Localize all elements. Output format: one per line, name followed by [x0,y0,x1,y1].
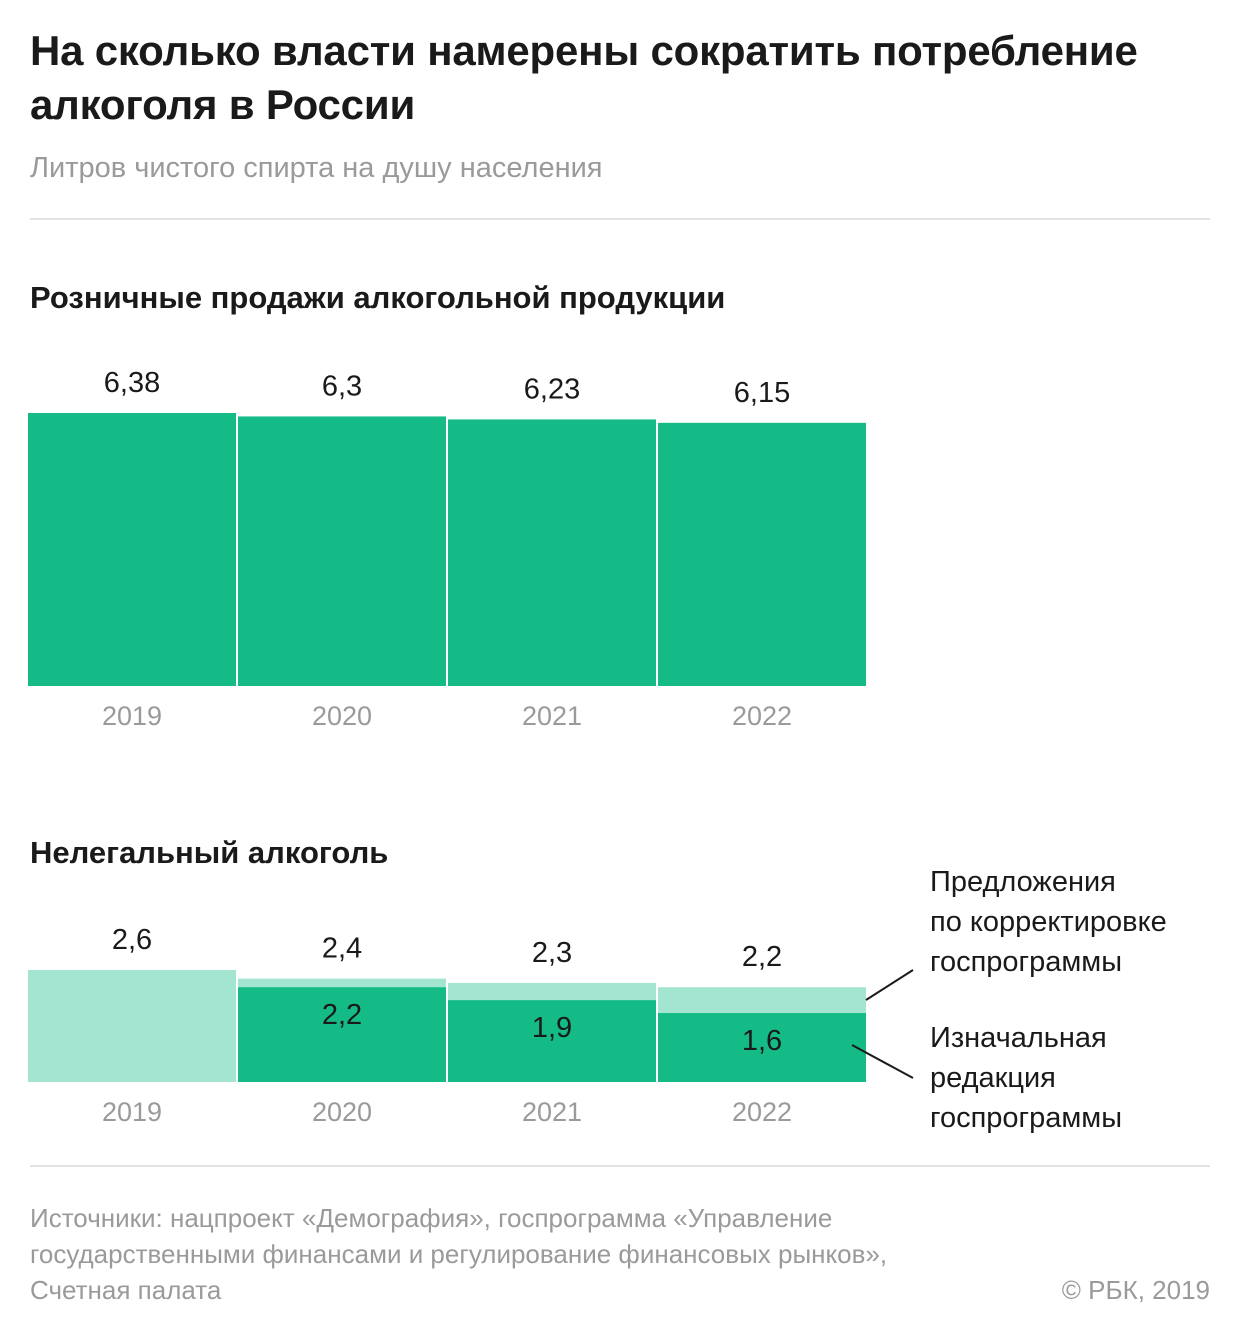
legend-original-leader [851,1044,914,1079]
legend-original-line: редакция [930,1062,1056,1094]
legend-original-line: госпрограммы [930,1102,1122,1134]
retail-value-label-2021: 6,23 [524,373,580,405]
retail-section-title: Розничные продажи алкогольной продукции [30,280,726,315]
retail-sales-chart: 6,38 2019 6,3 2020 6,23 2021 6,15 2022 [28,367,866,731]
retail-bar-2022 [658,422,866,686]
illegal-original-value-2020: 2,2 [322,999,362,1031]
illegal-year-label-2021: 2021 [522,1097,582,1127]
retail-bar-2019 [28,413,236,686]
illegal-proposal-bar-2019 [28,970,236,1082]
illegal-year-label-2019: 2019 [102,1097,162,1127]
illegal-proposal-value-2020: 2,4 [322,933,362,965]
illegal-original-bar-2020 [238,987,446,1082]
illegal-original-bar-2022 [658,1013,866,1082]
chart-subtitle: Литров чистого спирта на душу населения [30,152,603,184]
legend-original-line: Изначальная [930,1022,1107,1054]
illegal-year-label-2020: 2020 [312,1097,372,1127]
source-note: Источники: нацпроект «Демография», госпр… [30,1203,888,1305]
illegal-original-bar-2021 [448,1000,656,1082]
illegal-proposal-value-2019: 2,6 [112,924,152,956]
illegal-alcohol-chart: 2,6 2019 2,4 2,2 2020 2,3 1,9 2021 2,2 1,6 2022 Пре… [28,866,1167,1134]
illegal-proposal-value-2021: 2,3 [532,937,572,969]
legend-proposals-line: по корректировке [930,906,1167,938]
copyright: © РБК, 2019 [1061,1275,1210,1305]
retail-value-label-2022: 6,15 [734,377,790,409]
top-divider [30,218,1210,220]
legend-proposals-line: Предложения [930,866,1116,898]
retail-bar-2020 [238,416,446,686]
retail-year-label-2019: 2019 [102,701,162,731]
bottom-divider [30,1165,1210,1167]
retail-year-label-2022: 2022 [732,701,792,731]
legend-proposals-line: госпрограммы [930,946,1122,978]
retail-year-label-2021: 2021 [522,701,582,731]
illegal-original-value-2022: 1,6 [742,1025,782,1057]
illegal-year-label-2022: 2022 [732,1097,792,1127]
illegal-original-value-2021: 1,9 [532,1012,572,1044]
legend-proposals-leader [865,969,914,1001]
illegal-section-title: Нелегальный алкоголь [30,835,389,870]
retail-value-label-2019: 6,38 [104,367,160,399]
illegal-proposal-value-2022: 2,2 [742,941,782,973]
chart-title: На сколько власти намерены сократить пот… [30,27,1138,128]
retail-bar-2021 [448,419,656,686]
retail-year-label-2020: 2020 [312,701,372,731]
retail-value-label-2020: 6,3 [322,370,362,402]
